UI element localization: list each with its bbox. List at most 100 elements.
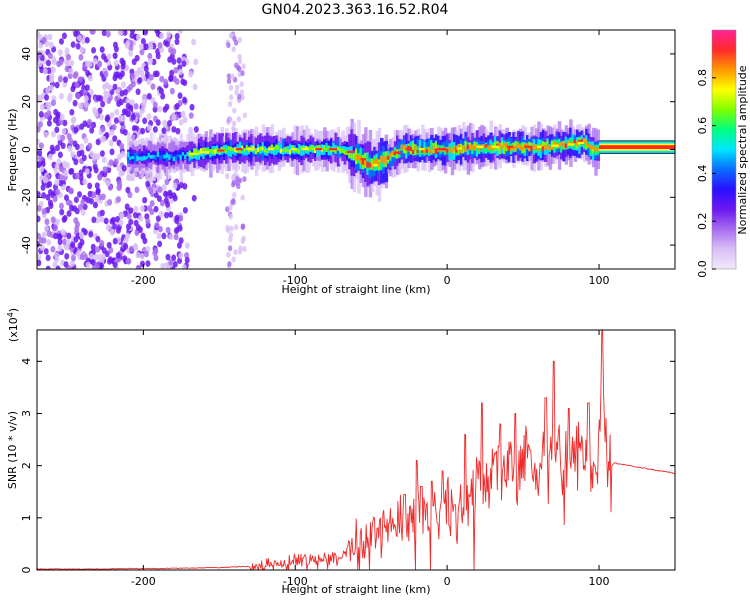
noise-speck [57,238,63,246]
noise-speck [228,32,234,39]
noise-speck [94,263,100,269]
noise-speck [113,117,119,124]
ridge-hotspot [537,145,542,148]
noise-speck [148,187,154,195]
noise-speck [78,231,84,238]
ridge-cell [450,145,455,152]
noise-speck [157,225,163,233]
ridge-cell [418,146,423,155]
noise-speck [160,262,166,269]
colorbar-ticks: 0.0 0.2 0.4 0.6 0.8 [696,69,716,278]
noise-speck [240,70,245,77]
noise-speck [182,79,188,87]
noise-speck [116,179,122,187]
ridge-cell [229,146,234,152]
ridge-cell [307,147,311,152]
ridge-cell [557,138,562,148]
noise-speck [231,181,236,188]
noise-speck [66,54,72,61]
noise-speck [228,232,234,239]
noise-speck [38,154,44,162]
noise-speck [172,182,178,190]
ridge-cell [398,151,402,155]
ridge-cell [131,155,136,159]
noise-speck [95,138,101,146]
ridge-cell [336,146,341,151]
noise-speck [163,190,169,198]
ridge-hotspot [456,147,462,150]
ridge-cell [129,156,133,160]
ridge-cell [348,152,352,159]
noise-speck [37,138,40,145]
noise-speck [171,48,177,55]
ridge-cell [241,145,245,149]
noise-speck [56,60,62,68]
noise-speck [155,215,161,222]
noise-speck [237,58,243,65]
ridge-cell [503,143,507,155]
ridge-cell [156,151,161,158]
ridge-hotspot [491,145,499,148]
noise-speck [80,199,86,206]
ridge-cell [528,147,532,152]
noise-speck [72,72,78,79]
noise-speck [148,43,154,50]
noise-speck [61,127,67,135]
colorbar-tick-label: 0.6 [696,117,709,135]
ridge-cell [548,146,553,150]
noise-speck [121,108,127,115]
noise-speck [54,179,60,186]
noise-speck [149,208,155,216]
noise-speck [104,115,110,123]
ridge-cell [179,154,184,160]
noise-speck [99,240,105,247]
noise-speck [37,161,42,168]
noise-speck [79,123,85,130]
noise-speck [178,68,184,76]
ridge-cell [286,149,291,153]
ridge-cell [452,145,457,151]
ridge-cell [197,149,202,160]
ridge-cell [209,149,213,158]
noise-speck [73,196,79,204]
ridge-cell [402,144,407,150]
ridge-cell [165,152,170,158]
ridge-hotspot [405,148,412,151]
ridge-cell [243,148,247,153]
noise-speck [119,212,125,220]
colorbar-tick-label: 0.4 [696,165,709,183]
noise-speck [113,158,119,165]
noise-speck [37,125,41,133]
noise-speck [99,216,105,223]
noise-speck [225,227,231,234]
noise-speck [166,31,172,38]
noise-speck [59,92,65,100]
noise-speck [48,202,54,210]
noise-speck [164,40,170,48]
ridge-cell [350,153,354,159]
noise-speck [231,46,236,53]
noise-speck [95,216,101,224]
colorbar-tick-label: 0.0 [696,260,709,278]
ridge-cell [225,149,229,153]
noise-speck [37,253,42,261]
noise-speck [171,58,177,65]
ridge-cell [174,150,179,159]
ridge-cell [589,144,594,150]
ridge-hotspot [188,152,199,156]
noise-speck [89,253,95,260]
ridge-cell [514,146,518,150]
noise-speck [83,137,89,144]
ridge-cell [555,142,560,147]
noise-speck [159,199,165,207]
noise-speck [37,191,41,198]
noise-speck [154,221,160,229]
noise-speck [142,196,148,204]
noise-speck [121,165,127,172]
noise-speck [142,237,148,245]
colorbar: 0.0 0.2 0.4 0.6 0.8 Normalized spectral ampl… [696,29,749,278]
noise-speck [99,209,105,217]
noise-speck [75,43,81,50]
noise-speck [234,176,240,183]
